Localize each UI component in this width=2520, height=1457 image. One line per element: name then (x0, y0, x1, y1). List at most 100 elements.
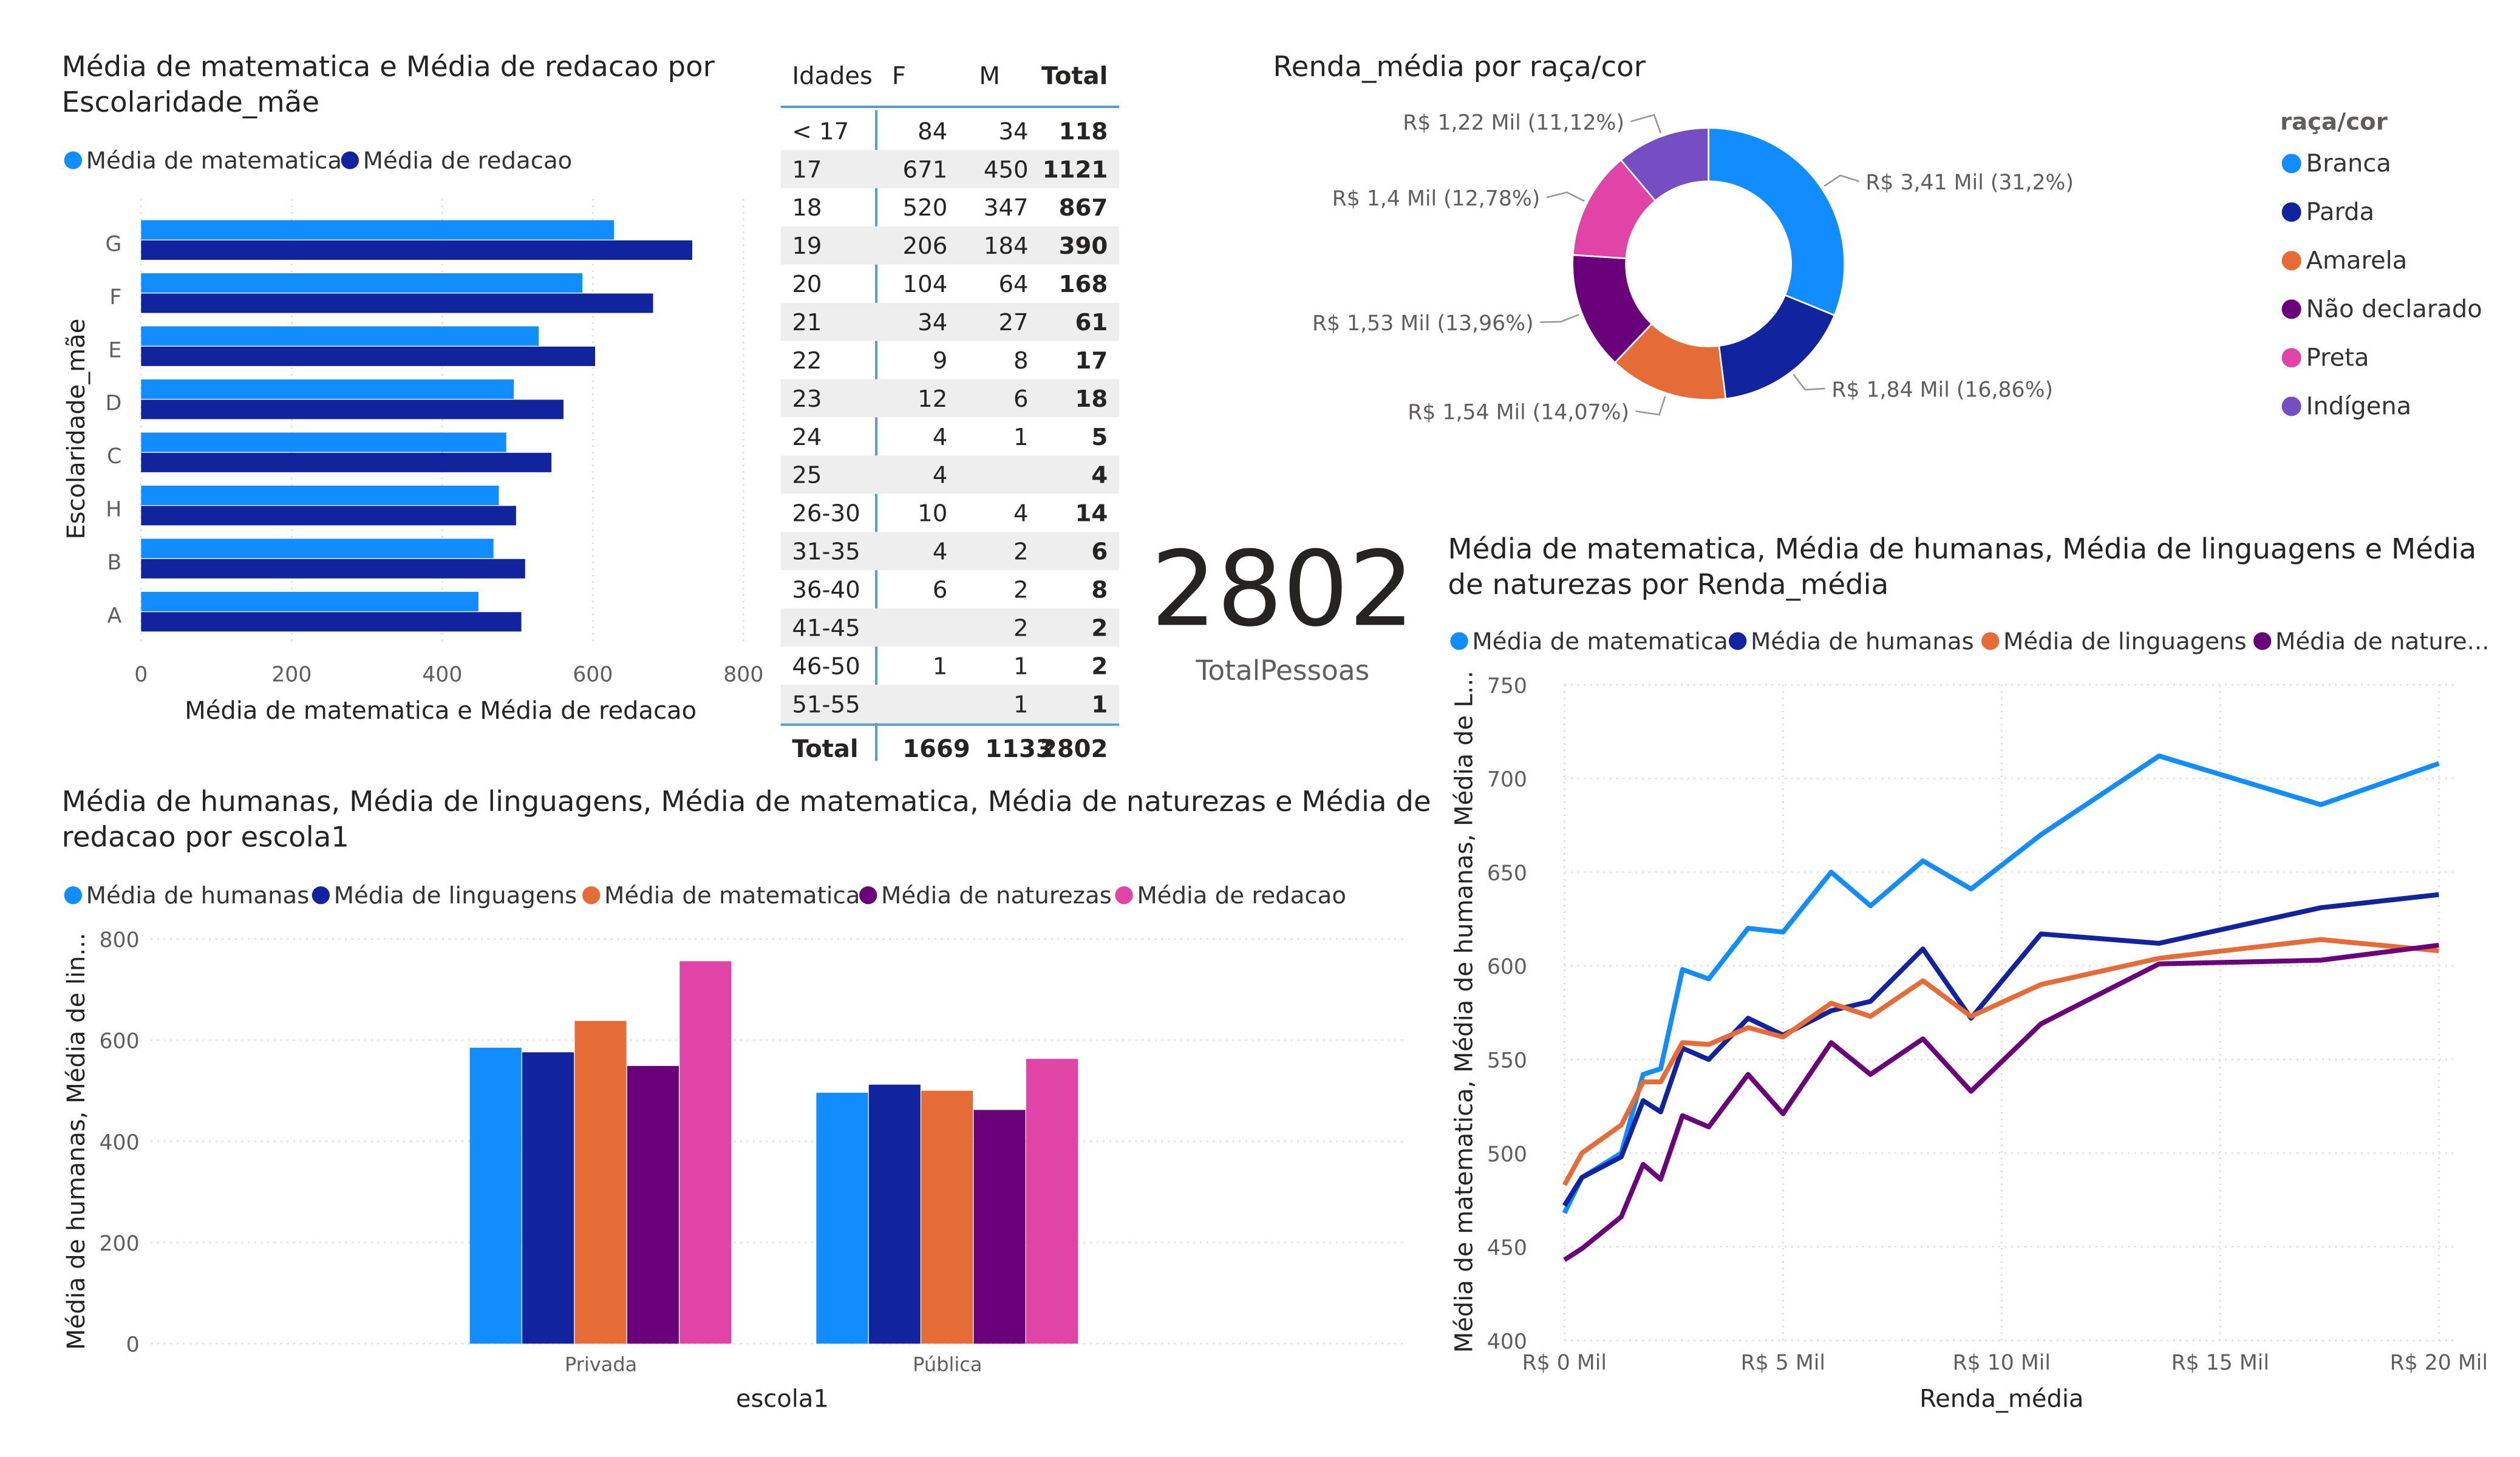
line-series[interactable] (1562, 937, 2439, 1186)
donut-legend-dot[interactable] (2281, 299, 2301, 319)
bar-chart-bar[interactable] (141, 399, 564, 419)
legend-dot[interactable] (1981, 632, 2000, 650)
table-row[interactable]: 17 671 450 1121 (792, 156, 1108, 183)
bar-chart-bar[interactable] (141, 559, 525, 579)
column-chart-bar[interactable] (921, 1090, 973, 1344)
legend-dot[interactable] (64, 886, 82, 905)
bar-chart-bar[interactable] (141, 240, 693, 260)
table-row[interactable]: 23 12 6 18 (792, 385, 1108, 413)
kpi-label: TotalPessoas (1195, 654, 1369, 687)
donut-data-label: R$ 1,4 Mil (12,78%) (1332, 187, 1541, 211)
column-chart-bar[interactable] (522, 1052, 574, 1344)
legend-dot[interactable] (582, 886, 601, 905)
legend-dot[interactable] (64, 151, 82, 169)
table-cell: 9 (933, 347, 948, 375)
line-chart-y-tick: 650 (1487, 861, 1527, 886)
donut-leader-line (1635, 396, 1666, 416)
legend-label: Média de redacao (1137, 882, 1346, 909)
table-row[interactable]: 46-50 1 1 2 (792, 653, 1108, 680)
table-row[interactable]: 26-30 10 4 14 (792, 500, 1108, 528)
legend-dot[interactable] (341, 151, 359, 169)
legend-dot[interactable] (1115, 886, 1133, 905)
table-cell: 184 (984, 233, 1029, 260)
table-total-cell: 1669 (902, 735, 970, 763)
column-chart-y-tick: 200 (100, 1232, 140, 1256)
donut-legend-dot[interactable] (2281, 348, 2301, 368)
table-row[interactable]: 22 9 8 17 (792, 347, 1108, 375)
table-row[interactable]: 31-35 4 2 6 (792, 538, 1108, 566)
donut-slice[interactable] (1708, 127, 1846, 317)
table-row[interactable]: 41-45 2 2 (792, 614, 1108, 642)
legend-dot[interactable] (2253, 632, 2272, 650)
column-chart-bar[interactable] (973, 1110, 1026, 1344)
table-cell: 118 (1059, 118, 1108, 145)
bar-chart-bar[interactable] (141, 326, 539, 346)
table-cell: 23 (792, 385, 822, 413)
donut-legend-dot[interactable] (2281, 202, 2301, 222)
table-cell: 64 (998, 271, 1028, 298)
table-row[interactable]: 21 34 27 61 (792, 309, 1108, 336)
table-total-cell: Total (792, 735, 858, 763)
line-chart-title: Média de matematica, Média de humanas, M… (1448, 533, 2476, 566)
bar-chart-bar[interactable] (141, 379, 514, 399)
donut-chart-title: Renda_média por raça/cor (1273, 50, 1646, 83)
table-cell: 2 (1013, 614, 1029, 642)
table-header: Idades (792, 63, 873, 90)
table-cell: 20 (792, 271, 822, 298)
legend-dot[interactable] (312, 886, 330, 905)
bar-chart-bar[interactable] (141, 273, 582, 293)
table-row-stripe (780, 149, 1119, 188)
donut-leader-line (1630, 114, 1662, 134)
bar-chart-bar[interactable] (141, 452, 552, 472)
bar-chart-bar[interactable] (141, 220, 615, 240)
table-cell: 520 (903, 194, 948, 222)
line-chart-x-tick: R$ 0 Mil (1522, 1351, 1607, 1375)
table-row[interactable]: 20 104 64 168 (792, 271, 1108, 298)
table-row[interactable]: 18 520 347 867 (792, 194, 1108, 222)
donut-legend-dot[interactable] (2281, 396, 2301, 416)
column-chart-bar[interactable] (627, 1065, 679, 1344)
table-row[interactable]: 24 4 1 5 (792, 424, 1108, 451)
donut-slice[interactable] (1718, 294, 1836, 400)
bar-chart-bar[interactable] (141, 293, 653, 313)
table-cell: 168 (1059, 271, 1108, 298)
table-cell: 4 (1013, 500, 1029, 528)
legend-dot[interactable] (1450, 632, 1468, 650)
donut-legend-dot[interactable] (2281, 251, 2301, 271)
table-cell: 19 (792, 233, 822, 260)
column-chart-x-tick: Pública (913, 1353, 982, 1376)
line-chart-y-tick: 550 (1487, 1048, 1527, 1073)
donut-data-label: R$ 1,22 Mil (11,12%) (1403, 110, 1624, 135)
table-row[interactable]: < 17 84 34 118 (792, 118, 1108, 145)
legend-label: Média de matematica (604, 882, 860, 909)
bar-chart-bar[interactable] (141, 432, 506, 452)
line-chart-title: de naturezas por Renda_média (1448, 569, 1888, 602)
column-chart-bar[interactable] (816, 1093, 868, 1344)
table-row[interactable]: 36-40 6 2 8 (792, 577, 1108, 604)
column-chart-bar[interactable] (679, 961, 732, 1344)
table-row-stripe (780, 302, 1119, 341)
column-chart-bar[interactable] (574, 1021, 627, 1344)
table-row[interactable]: 19 206 184 390 (792, 233, 1108, 260)
legend-dot[interactable] (859, 886, 877, 905)
column-chart-title: redacao por escola1 (62, 821, 349, 854)
table-row[interactable]: 51-55 1 1 (792, 691, 1108, 718)
donut-legend-dot[interactable] (2281, 154, 2301, 174)
donut-slice[interactable] (1619, 127, 1709, 202)
bar-chart-bar[interactable] (141, 506, 516, 526)
table-row[interactable]: 25 4 4 (792, 462, 1108, 489)
table-cell: 2 (1013, 538, 1029, 566)
bar-chart-x-tick: 0 (134, 663, 148, 687)
column-chart-bar[interactable] (1026, 1059, 1078, 1344)
column-chart-bar[interactable] (469, 1047, 522, 1344)
bar-chart-bar[interactable] (141, 591, 478, 611)
line-series[interactable] (1563, 942, 2439, 1262)
legend-dot[interactable] (1729, 632, 1747, 650)
bar-chart-bar[interactable] (141, 538, 494, 559)
bar-chart-bar[interactable] (141, 486, 499, 505)
table-cell: 34 (918, 309, 947, 336)
bar-chart-bar[interactable] (141, 346, 596, 366)
column-chart-bar[interactable] (868, 1084, 921, 1344)
table-cell: 25 (792, 462, 822, 489)
bar-chart-bar[interactable] (141, 612, 522, 632)
